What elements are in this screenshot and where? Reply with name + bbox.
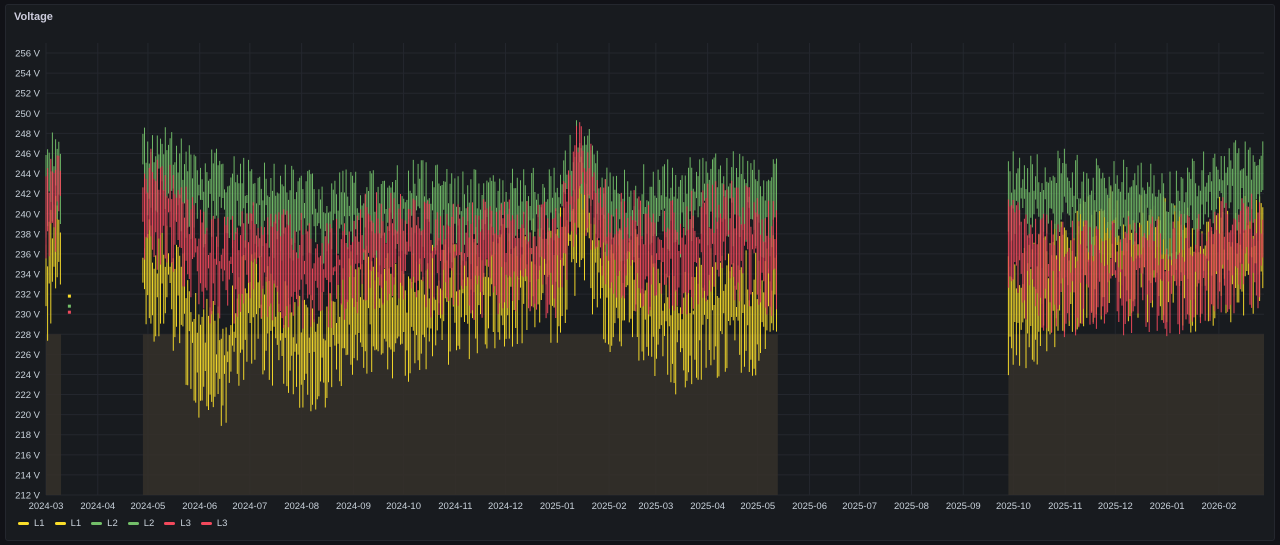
x-tick-label: 2025-01 [540,501,575,512]
x-tick-label: 2025-02 [592,501,627,512]
x-tick-label: 2025-08 [894,501,929,512]
x-tick-label: 2025-12 [1098,501,1133,512]
legend-item-l3[interactable]: L3 [164,518,191,529]
legend-swatch [18,522,29,525]
legend-label: L3 [180,518,191,529]
y-tick-label: 238 V [15,229,40,240]
y-tick-label: 236 V [15,249,40,260]
x-tick-label: 2024-05 [130,501,165,512]
x-tick-label: 2025-04 [690,501,725,512]
x-tick-label: 2026-02 [1201,501,1236,512]
legend-swatch [200,522,212,525]
y-tick-label: 246 V [15,149,40,160]
series-l3-line [1007,193,1264,338]
y-tick-label: 232 V [15,290,40,301]
x-tick-label: 2024-03 [29,501,64,512]
point-l3 [67,310,71,314]
x-tick-label: 2024-08 [284,501,319,512]
y-tick-label: 250 V [15,109,40,120]
y-tick-label: 230 V [15,310,40,321]
point-l1 [67,294,71,298]
y-tick-label: 248 V [15,129,40,140]
series-l2-line [45,132,61,238]
area-fill [46,334,62,495]
x-tick-label: 2024-04 [80,501,115,512]
y-tick-label: 244 V [15,169,40,180]
series-l2-line [1007,140,1264,264]
y-tick-label: 216 V [15,450,40,461]
x-tick-label: 2025-09 [946,501,981,512]
legend-item-l1[interactable]: L1 [54,518,82,529]
chart-legend: L1 L1 L2 L2 L3 L3 [18,518,227,529]
y-tick-label: 222 V [15,390,40,401]
y-tick-label: 218 V [15,430,40,441]
y-tick-label: 224 V [15,370,40,381]
series-l3-line [142,122,777,329]
x-tick-label: 2025-11 [1048,501,1082,512]
area-fill [142,334,778,495]
x-tick-label: 2025-07 [842,501,877,512]
x-tick-label: 2026-01 [1150,501,1185,512]
point-l2 [67,304,71,308]
y-tick-label: 214 V [15,470,40,481]
y-tick-label: 256 V [15,49,40,60]
y-tick-label: 254 V [15,69,40,80]
legend-swatch [91,522,103,525]
legend-swatch [164,522,176,525]
y-tick-label: 252 V [15,89,40,100]
y-tick-label: 234 V [15,270,40,281]
panel-title[interactable]: Voltage [14,11,53,23]
y-tick-label: 228 V [15,330,40,341]
y-tick-label: 242 V [15,189,40,200]
legend-swatch [54,522,66,525]
x-tick-label: 2025-05 [740,501,775,512]
legend-label: L2 [107,518,118,529]
legend-label: L2 [143,518,155,529]
legend-swatch [127,522,139,525]
legend-label: L3 [216,518,228,529]
x-tick-label: 2025-03 [638,501,673,512]
legend-item-l2[interactable]: L2 [127,518,155,529]
x-tick-label: 2024-12 [488,501,523,512]
area-fill [1008,334,1264,495]
series-l1-line [45,195,61,341]
y-tick-label: 226 V [15,350,40,361]
voltage-panel: Voltage 256 V 254 V 252 V 250 V 248 V 246 V 24… [5,4,1275,541]
x-tick-label: 2025-06 [792,501,827,512]
x-tick-label: 2024-09 [336,501,371,512]
legend-item-l2[interactable]: L2 [91,518,118,529]
legend-label: L1 [70,518,82,529]
y-tick-label: 220 V [15,410,40,421]
x-tick-label: 2025-10 [996,501,1031,512]
voltage-chart: 256 V 254 V 252 V 250 V 248 V 246 V 244 V 242 V… [15,43,1264,512]
x-tick-label: 2024-06 [182,501,217,512]
y-tick-label: 212 V [15,491,40,502]
series-l3-line [45,155,61,259]
x-tick-label: 2024-10 [386,501,421,512]
y-tick-label: 240 V [15,209,40,220]
x-tick-label: 2024-11 [438,501,472,512]
legend-item-l1[interactable]: L1 [18,518,45,529]
legend-label: L1 [34,518,45,529]
x-tick-label: 2024-07 [232,501,267,512]
legend-item-l3[interactable]: L3 [200,518,228,529]
